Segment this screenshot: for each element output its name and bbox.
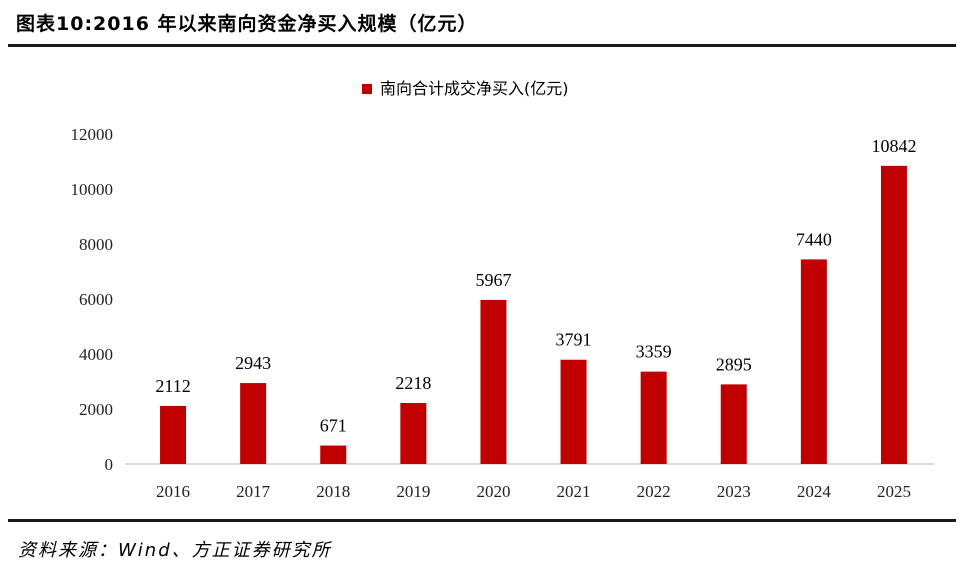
x-tick-label: 2017 xyxy=(236,482,271,501)
data-label-2016: 2112 xyxy=(155,376,190,396)
x-tick-label: 2018 xyxy=(316,482,350,501)
bar-2016 xyxy=(160,405,187,464)
data-label-2020: 5967 xyxy=(475,270,511,290)
x-tick-label: 2016 xyxy=(156,482,190,501)
bar-2025 xyxy=(880,165,907,464)
data-label-2019: 2218 xyxy=(395,373,431,393)
x-tick-label: 2021 xyxy=(557,482,591,501)
data-label-2025: 10842 xyxy=(871,136,916,156)
x-tick-label: 2023 xyxy=(717,482,751,501)
x-axis: 2016 2017 2018 2019 2020 2021 2022 2023 2024 2025 xyxy=(156,482,911,501)
bar-2019 xyxy=(400,403,427,464)
x-tick-label: 2020 xyxy=(476,482,510,501)
y-tick-label: 8000 xyxy=(79,235,113,254)
y-tick-label: 2000 xyxy=(79,400,113,419)
y-tick-label: 10000 xyxy=(71,180,114,199)
data-label-2017: 2943 xyxy=(235,353,271,373)
bar-2020 xyxy=(480,299,507,464)
legend-swatch xyxy=(362,84,372,94)
legend-label: 南向合计成交净买入(亿元) xyxy=(380,79,569,98)
x-tick-label: 2025 xyxy=(877,482,911,501)
title-divider xyxy=(8,44,956,47)
bar-2017 xyxy=(240,383,267,464)
y-tick-label: 6000 xyxy=(79,290,113,309)
bars xyxy=(160,165,907,464)
data-labels: 2112 2943 671 2218 5967 3791 3359 2895 7440 10842 xyxy=(155,136,916,436)
y-tick-label: 0 xyxy=(105,455,114,474)
chart-legend: 南向合计成交净买入(亿元) xyxy=(362,79,569,98)
x-tick-label: 2024 xyxy=(797,482,832,501)
bar-2023 xyxy=(720,384,747,464)
x-tick-label: 2022 xyxy=(637,482,671,501)
y-tick-label: 12000 xyxy=(71,125,114,144)
y-axis: 0 2000 4000 6000 8000 10000 12000 xyxy=(71,125,114,474)
bar-2024 xyxy=(800,259,827,464)
data-label-2018: 671 xyxy=(320,416,347,436)
data-label-2022: 3359 xyxy=(636,342,672,362)
bar-2021 xyxy=(560,359,587,464)
x-tick-label: 2019 xyxy=(396,482,430,501)
bar-2018 xyxy=(320,445,347,464)
data-label-2021: 3791 xyxy=(556,330,592,350)
data-label-2024: 7440 xyxy=(796,229,832,249)
y-tick-label: 4000 xyxy=(79,345,113,364)
source-divider xyxy=(8,519,956,522)
source-note: 资料来源：Wind、方正证券研究所 xyxy=(18,540,332,561)
figure-title: 图表10:2016 年以来南向资金净买入规模（亿元） xyxy=(16,13,478,35)
bar-2022 xyxy=(640,371,667,464)
data-label-2023: 2895 xyxy=(716,354,752,374)
